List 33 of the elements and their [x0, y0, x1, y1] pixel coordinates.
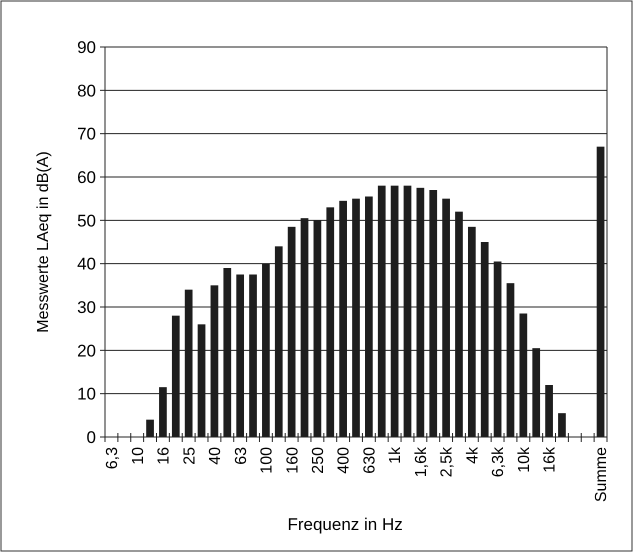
x-tick-label: Summe: [593, 446, 610, 502]
x-tick-label: 2,5k: [438, 446, 456, 478]
y-tick-label: 80: [77, 81, 96, 100]
y-tick-label: 90: [77, 38, 96, 57]
x-tick-label: 10: [130, 446, 147, 465]
bar: [146, 420, 154, 437]
x-tick-label: 100: [258, 446, 276, 474]
x-tick-label: 630: [361, 446, 378, 474]
x-tick-label: 10k: [516, 446, 533, 473]
y-tick-label: 70: [77, 124, 96, 144]
y-axis-title: Messwerte LAeq in dB(A): [35, 151, 52, 333]
x-tick-label: 6,3k: [490, 446, 508, 478]
x-tick-label: 4k: [464, 446, 482, 464]
y-tick-label: 10: [77, 384, 96, 404]
bar: [558, 413, 566, 437]
y-tick-label: 20: [77, 341, 96, 360]
y-tick-label: 50: [77, 211, 96, 230]
x-tick-label: 400: [336, 446, 353, 474]
x-tick-label: 160: [284, 446, 302, 474]
x-tick-label: 16k: [542, 446, 559, 473]
x-tick-label: 40: [207, 446, 224, 465]
y-tick-label: 60: [77, 168, 96, 187]
x-tick-label: 63: [232, 446, 250, 465]
x-tick-label: 6,3: [104, 446, 122, 470]
x-axis-title: Frequenz in Hz: [287, 515, 403, 534]
x-tick-label: 1k: [387, 446, 404, 464]
x-tick-label: 1,6k: [412, 446, 430, 478]
x-tick-label: 16: [156, 446, 173, 465]
x-tick-label: 25: [181, 446, 198, 465]
y-tick-label: 30: [77, 298, 96, 317]
y-tick-label: 40: [77, 254, 96, 274]
y-tick-label: 0: [86, 428, 96, 447]
x-tick-label: 250: [310, 446, 327, 474]
